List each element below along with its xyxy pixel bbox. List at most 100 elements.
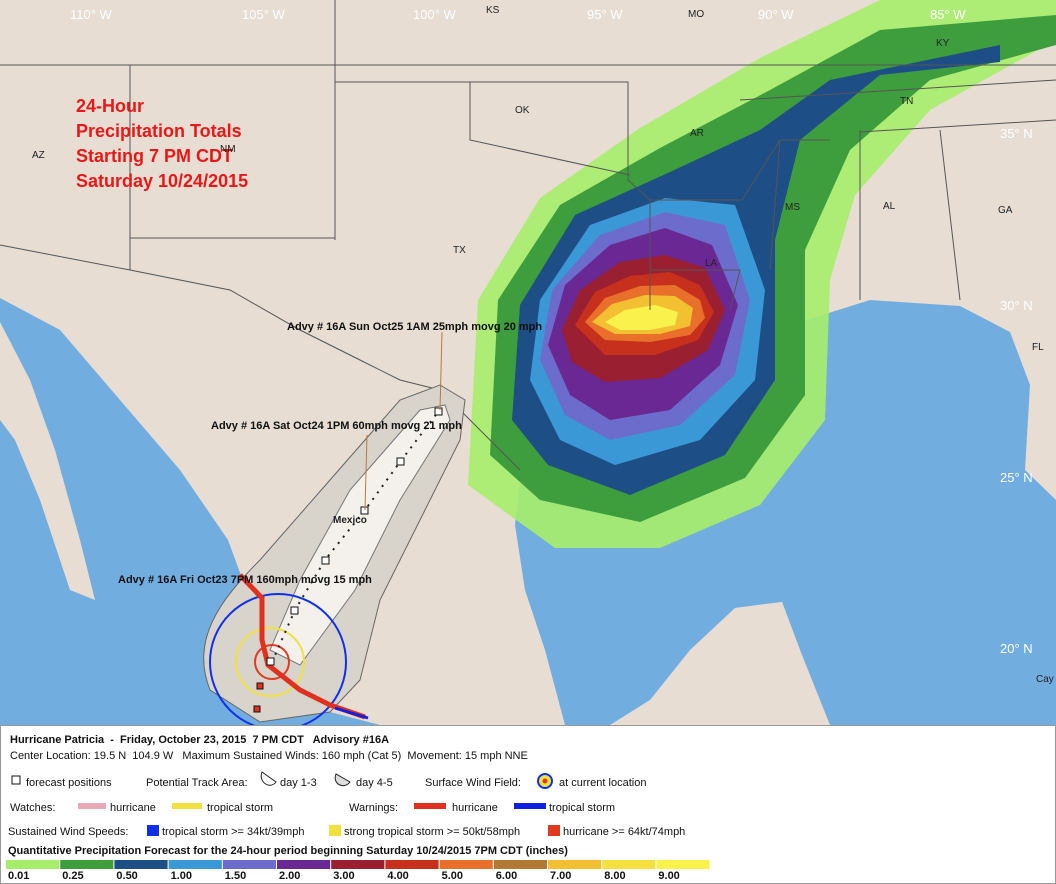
track-line — [271, 411, 439, 663]
precip-swatch — [60, 860, 114, 869]
region-label: OK — [515, 105, 530, 116]
legend-item: day 1-3 — [280, 777, 317, 789]
forecast-position — [290, 606, 299, 615]
legend-label: Watches: — [10, 802, 55, 814]
precip-label: 7.00 — [550, 870, 571, 882]
legend-label: Warnings: — [349, 802, 398, 814]
precip-swatch — [602, 860, 656, 869]
hurricane-watch-key — [78, 803, 106, 809]
precip-label: 0.50 — [116, 870, 137, 882]
leader-line — [364, 331, 443, 511]
forecast-position — [321, 556, 330, 565]
country-label: Mexico — [333, 515, 367, 526]
longitude-label: 100° W — [413, 7, 457, 22]
precip-swatch — [439, 860, 493, 869]
precip-label: 6.00 — [496, 870, 517, 882]
region-label: KY — [936, 38, 950, 49]
legend-label: Surface Wind Field: — [425, 777, 521, 789]
precip-label: 2.00 — [279, 870, 300, 882]
precip-swatch — [385, 860, 439, 869]
map-title: 24-Hour — [76, 96, 144, 116]
wind-speed-key — [329, 825, 341, 836]
precip-label: 5.00 — [442, 870, 463, 882]
advisory-label: Advy # 16A Sun Oct25 1AM 25mph movg 20 m… — [287, 321, 542, 333]
region-label: AZ — [32, 150, 45, 161]
forecast-position — [396, 457, 405, 466]
region-label: LA — [705, 258, 718, 269]
region-label: AR — [690, 128, 704, 139]
state-borders — [0, 0, 1056, 471]
tropical-storm-watch-key — [172, 803, 202, 809]
pacific-ocean — [0, 298, 380, 725]
longitude-label: 90° W — [758, 7, 794, 22]
longitude-label: 105° W — [242, 7, 286, 22]
precip-label: 4.00 — [387, 870, 408, 882]
legend-label: Potential Track Area: — [146, 777, 248, 789]
precip-swatch — [656, 860, 710, 869]
legend-item: strong tropical storm >= 50kt/58mph — [344, 826, 520, 838]
hurricane-warning-key — [414, 803, 446, 809]
precip-label: 0.25 — [62, 870, 83, 882]
legend-title: Hurricane Patricia - Friday, October 23,… — [10, 734, 389, 746]
region-label: Cay — [1036, 674, 1054, 685]
legend-item: hurricane — [110, 802, 156, 814]
region-label: TX — [453, 245, 466, 256]
wind-speed-key — [548, 825, 560, 836]
labels: 24-Hour Precipitation Totals Starting 7 PM… — [6, 5, 1054, 882]
precip-contour — [605, 305, 678, 330]
latitude-label: 20° N — [1000, 641, 1033, 656]
precip-swatch — [6, 860, 60, 869]
precip-swatch — [277, 860, 331, 869]
past-position — [256, 682, 264, 690]
day-4-5-icon — [334, 773, 351, 787]
longitude-label: 85° W — [930, 7, 966, 22]
hurricane-wind-field — [254, 644, 290, 680]
region-label: FL — [1032, 342, 1044, 353]
legend-label: Sustained Wind Speeds: — [8, 826, 128, 838]
precip-swatch — [548, 860, 602, 869]
legend-item: at current location — [559, 777, 646, 789]
precip-swatch — [222, 860, 276, 869]
precip-label: 1.50 — [225, 870, 246, 882]
forecast-position-key — [11, 775, 21, 785]
legend-item: hurricane — [452, 802, 498, 814]
legend-details: Center Location: 19.5 N 104.9 W Maximum … — [10, 750, 528, 762]
region-label: GA — [998, 205, 1013, 216]
region-label: MS — [785, 202, 800, 213]
precipitation-contours — [468, 0, 1056, 548]
legend-item: tropical storm — [549, 802, 615, 814]
map-title: Saturday 10/24/2015 — [76, 171, 248, 191]
longitude-label: 95° W — [587, 7, 623, 22]
region-label: AL — [883, 201, 896, 212]
border — [0, 237, 521, 471]
forecast-position — [434, 407, 443, 416]
past-position — [253, 705, 261, 713]
latitude-label: 25° N — [1000, 470, 1033, 485]
precip-label: 0.01 — [8, 870, 29, 882]
precip-swatch — [331, 860, 385, 869]
tropical-storm-warning-coast — [334, 706, 369, 720]
track-area-inner — [269, 404, 451, 666]
advisory-label: Advy # 16A Sat Oct24 1PM 60mph movg 21 m… — [211, 420, 462, 432]
legend-item: tropical storm >= 34kt/39mph — [162, 826, 304, 838]
wind-field-icon-core — [542, 778, 548, 784]
advisory-label: Advy # 16A Fri Oct23 7PM 160mph movg 15 … — [118, 574, 372, 586]
forecast-position — [266, 657, 275, 666]
forecast-position — [360, 506, 369, 515]
legend-item: hurricane >= 64kt/74mph — [563, 826, 685, 838]
legend-item: forecast positions — [26, 777, 112, 789]
precip-swatch — [114, 860, 168, 869]
precip-title: Quantitative Precipitation Forecast for … — [8, 845, 568, 857]
border — [129, 0, 742, 270]
longitude-label: 110° W — [70, 7, 113, 22]
border — [649, 79, 1056, 311]
region-label: KS — [486, 5, 500, 16]
strong-storm-wind-field — [235, 627, 305, 697]
latitude-label: 30° N — [1000, 298, 1033, 313]
region-label: TN — [900, 96, 913, 107]
precip-label: 1.00 — [171, 870, 192, 882]
map-title: Precipitation Totals — [76, 121, 242, 141]
yucatan — [690, 602, 830, 725]
precip-swatch — [168, 860, 222, 869]
